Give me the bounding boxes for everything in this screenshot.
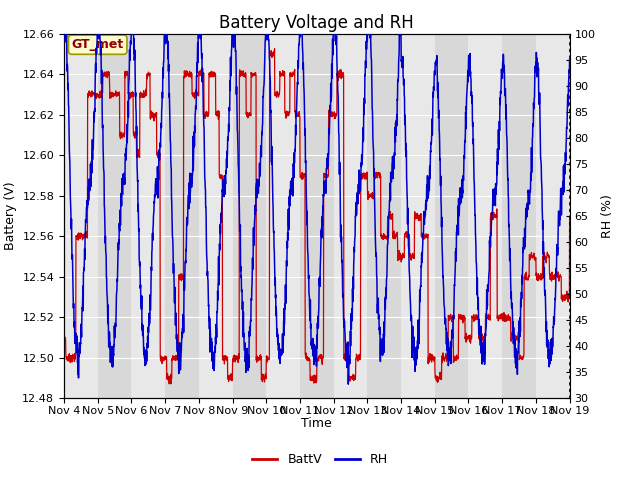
Bar [64, 34, 98, 398]
Bar [131, 34, 165, 398]
Bar [98, 34, 131, 398]
Y-axis label: Battery (V): Battery (V) [4, 182, 17, 250]
Y-axis label: RH (%): RH (%) [601, 194, 614, 238]
Bar [435, 34, 468, 398]
Bar [165, 34, 199, 398]
Bar [536, 34, 570, 398]
Bar [300, 34, 333, 398]
Title: Battery Voltage and RH: Battery Voltage and RH [220, 14, 414, 32]
X-axis label: Time: Time [301, 418, 332, 431]
Bar [401, 34, 435, 398]
Bar [199, 34, 232, 398]
Bar [367, 34, 401, 398]
Bar [266, 34, 300, 398]
Bar [232, 34, 266, 398]
Bar [333, 34, 367, 398]
Bar [468, 34, 502, 398]
Bar [502, 34, 536, 398]
Legend: BattV, RH: BattV, RH [248, 448, 392, 471]
Text: GT_met: GT_met [72, 38, 124, 51]
